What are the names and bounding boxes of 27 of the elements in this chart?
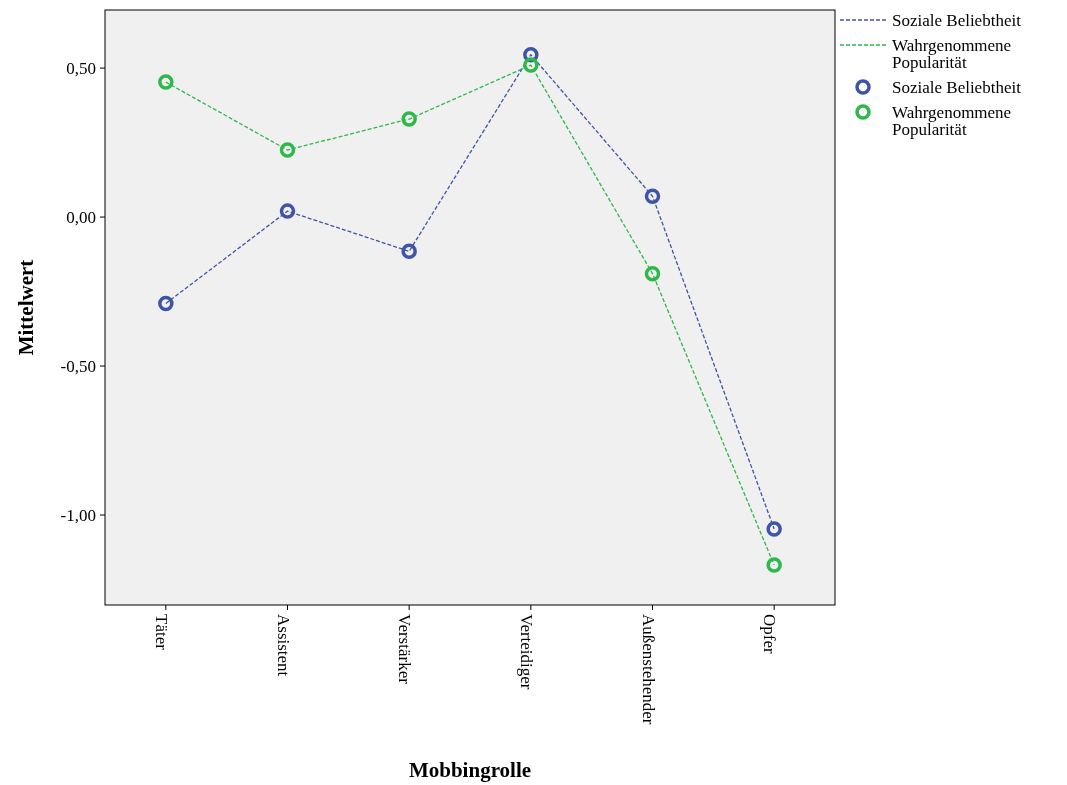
point <box>279 142 296 158</box>
text: Soziale Beliebtheit <box>892 10 1021 30</box>
x-tick-label: Opfer <box>760 614 780 654</box>
legend-label: Wahrgenommene Popularität <box>892 35 1012 72</box>
point <box>158 74 174 90</box>
x-tick-label: Außenstehender <box>638 614 658 725</box>
x-tick-label: Täter <box>151 614 171 651</box>
point <box>644 265 661 282</box>
point <box>401 243 417 260</box>
y-tick-label: -1,00 <box>60 505 96 525</box>
point <box>279 203 296 219</box>
point <box>644 188 661 204</box>
y-tick-label: -0,50 <box>60 357 96 376</box>
x-axis-title: Mobbingrolle <box>408 758 532 782</box>
x-tick-label: Verteidiger <box>516 614 536 690</box>
point <box>401 111 417 127</box>
y-tick-label: 0,50 <box>66 59 96 79</box>
point <box>766 557 782 573</box>
x-tick-label: Verstärker <box>395 614 415 685</box>
y-axis-title: Mittelwert <box>13 259 38 356</box>
text: Wahrgenommene Popularität <box>892 102 1012 139</box>
x-tick-label: Assistent <box>273 614 293 677</box>
point <box>158 295 174 312</box>
point <box>523 57 539 73</box>
point <box>766 521 782 537</box>
legend-label: Soziale Beliebtheit <box>892 77 1022 97</box>
y-tick-label: 0,00 <box>66 208 96 228</box>
